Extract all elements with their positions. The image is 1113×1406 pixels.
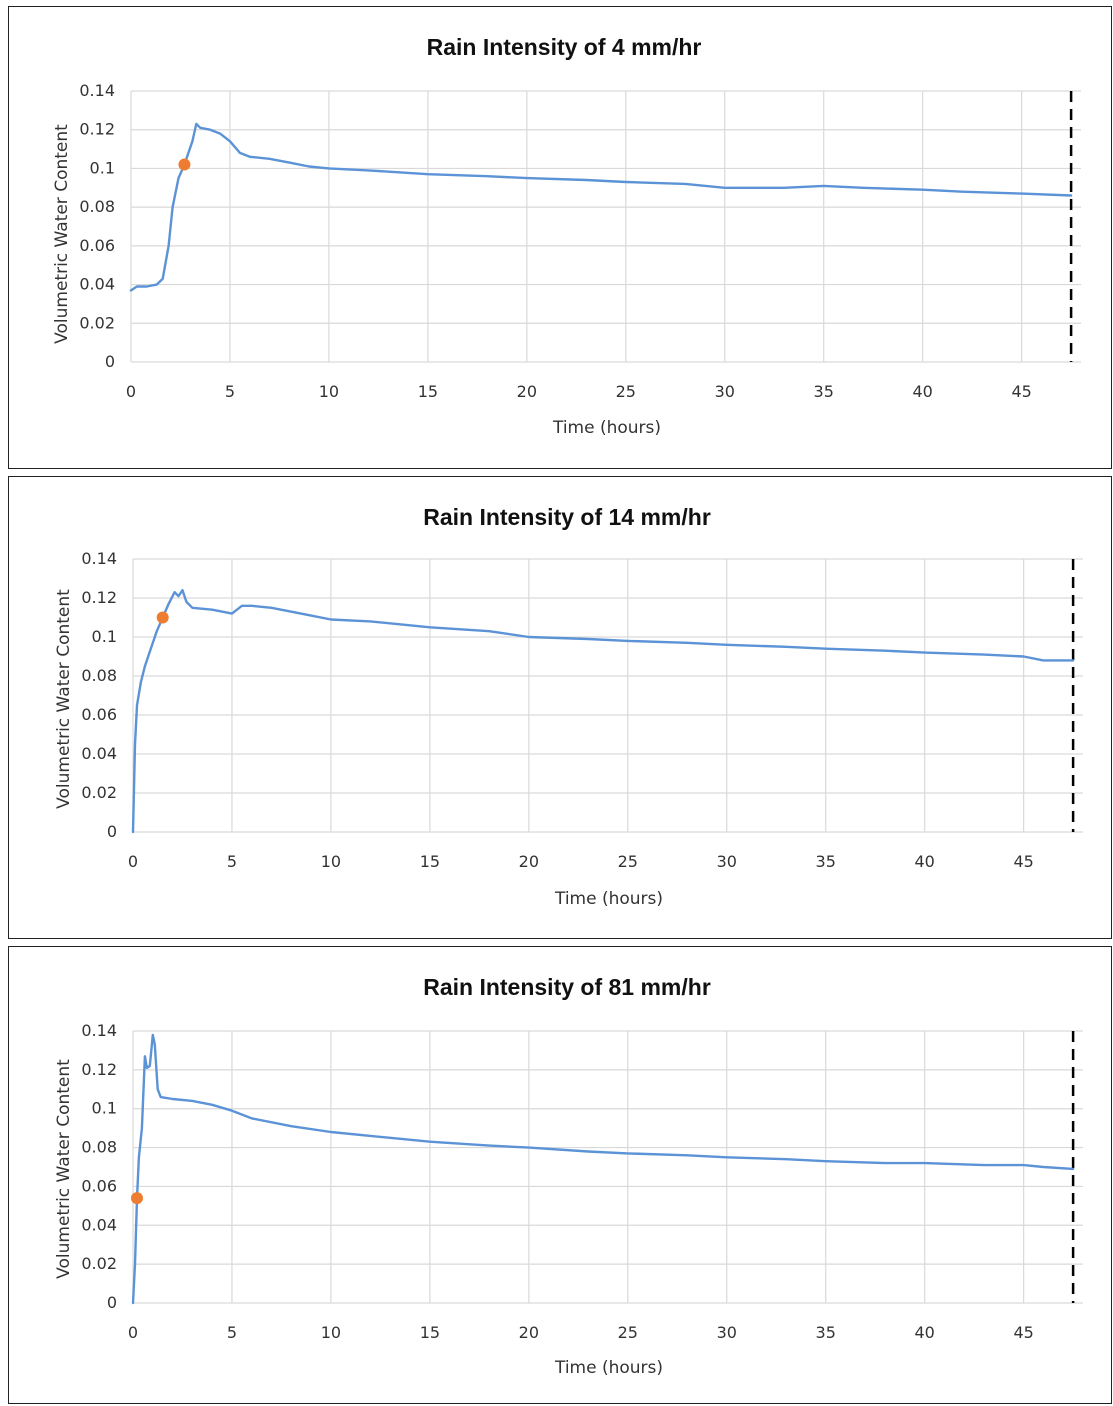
y-tick-label: 0.12 — [79, 120, 115, 139]
x-axis-label: Time (hours) — [552, 418, 661, 438]
x-tick-label: 40 — [912, 382, 932, 401]
y-tick-label: 0.1 — [92, 1099, 117, 1118]
x-tick-label: 5 — [227, 1323, 237, 1342]
x-tick-label: 10 — [319, 382, 339, 401]
x-tick-label: 35 — [816, 1323, 836, 1342]
y-tick-label: 0.1 — [92, 627, 117, 646]
x-tick-label: 35 — [814, 382, 834, 401]
x-tick-label: 5 — [227, 852, 237, 871]
y-tick-label: 0.08 — [79, 197, 115, 216]
x-tick-label: 35 — [816, 852, 836, 871]
x-tick-label: 40 — [914, 1323, 934, 1342]
y-tick-label: 0.08 — [81, 666, 117, 685]
y-tick-label: 0.14 — [79, 81, 115, 100]
x-axis-label: Time (hours) — [554, 1358, 663, 1378]
y-tick-label: 0.04 — [81, 1215, 117, 1234]
y-tick-label: 0.06 — [81, 1176, 117, 1195]
x-tick-label: 0 — [128, 1323, 138, 1342]
x-tick-label: 45 — [1013, 852, 1033, 871]
y-axis-label: Volumetric Water Content — [54, 589, 74, 809]
y-tick-label: 0.14 — [81, 1021, 117, 1040]
y-tick-label: 0.14 — [81, 549, 117, 568]
x-tick-label: 10 — [321, 1323, 341, 1342]
series-line — [131, 588, 1075, 834]
x-tick-label: 25 — [618, 852, 638, 871]
chart-svg: Rain Intensity of 4 mm/hr 0 0.02 0.04 0.06 0… — [52, 34, 1081, 438]
x-tick-label: 15 — [418, 382, 438, 401]
y-tick-label: 0 — [107, 1293, 117, 1312]
data-point-marker — [156, 611, 169, 624]
y-tick-label: 0.06 — [81, 705, 117, 724]
y-tick-label: 0.06 — [79, 236, 115, 255]
y-tick-label: 0.08 — [81, 1138, 117, 1157]
y-axis-label: Volumetric Water Content — [52, 124, 72, 344]
x-axis-label: Time (hours) — [554, 889, 663, 909]
x-tick-label: 25 — [618, 1323, 638, 1342]
x-tick-label: 20 — [517, 382, 537, 401]
data-point-marker — [130, 1192, 143, 1205]
y-tick-label: 0.12 — [81, 588, 117, 607]
chart-panel-4mm: Rain Intensity of 4 mm/hr 0 0.02 0.04 0.06 0… — [8, 6, 1112, 469]
x-tick-label: 30 — [717, 1323, 737, 1342]
x-tick-label: 30 — [717, 852, 737, 871]
y-tick-label: 0.04 — [81, 744, 117, 763]
y-tick-label: 0 — [107, 822, 117, 841]
x-tick-label: 0 — [126, 382, 136, 401]
y-tick-label: 0.02 — [81, 1254, 117, 1273]
y-tick-label: 0.02 — [81, 783, 117, 802]
x-tick-label: 15 — [420, 1323, 440, 1342]
x-tick-label: 20 — [519, 1323, 539, 1342]
chart-title: Rain Intensity of 4 mm/hr — [427, 34, 702, 60]
x-tick-label: 0 — [128, 852, 138, 871]
chart-title: Rain Intensity of 14 mm/hr — [423, 504, 711, 530]
chart-title: Rain Intensity of 81 mm/hr — [423, 974, 711, 1000]
series-line — [131, 1033, 1075, 1305]
chart-panel-14mm: Rain Intensity of 14 mm/hr 0 0.02 0.04 0.06… — [8, 476, 1112, 939]
x-tick-label: 15 — [420, 852, 440, 871]
y-tick-label: 0 — [105, 352, 115, 371]
x-tick-label: 30 — [715, 382, 735, 401]
x-tick-label: 45 — [1013, 1323, 1033, 1342]
x-tick-label: 5 — [225, 382, 235, 401]
y-tick-label: 0.02 — [79, 313, 115, 332]
x-tick-label: 10 — [321, 852, 341, 871]
chart-svg: Rain Intensity of 81 mm/hr 0 0.02 0.04 0.06… — [54, 974, 1083, 1378]
data-point-marker — [178, 158, 191, 171]
chart-panel-81mm: Rain Intensity of 81 mm/hr 0 0.02 0.04 0.06… — [8, 946, 1112, 1404]
series-line — [129, 122, 1073, 292]
x-tick-label: 25 — [616, 382, 636, 401]
y-axis-label: Volumetric Water Content — [54, 1059, 74, 1279]
x-tick-label: 45 — [1011, 382, 1031, 401]
x-tick-label: 20 — [519, 852, 539, 871]
y-tick-label: 0.1 — [90, 158, 115, 177]
chart-svg: Rain Intensity of 14 mm/hr 0 0.02 0.04 0.06… — [54, 504, 1083, 909]
x-tick-label: 40 — [914, 852, 934, 871]
y-tick-label: 0.12 — [81, 1060, 117, 1079]
y-tick-label: 0.04 — [79, 275, 115, 294]
